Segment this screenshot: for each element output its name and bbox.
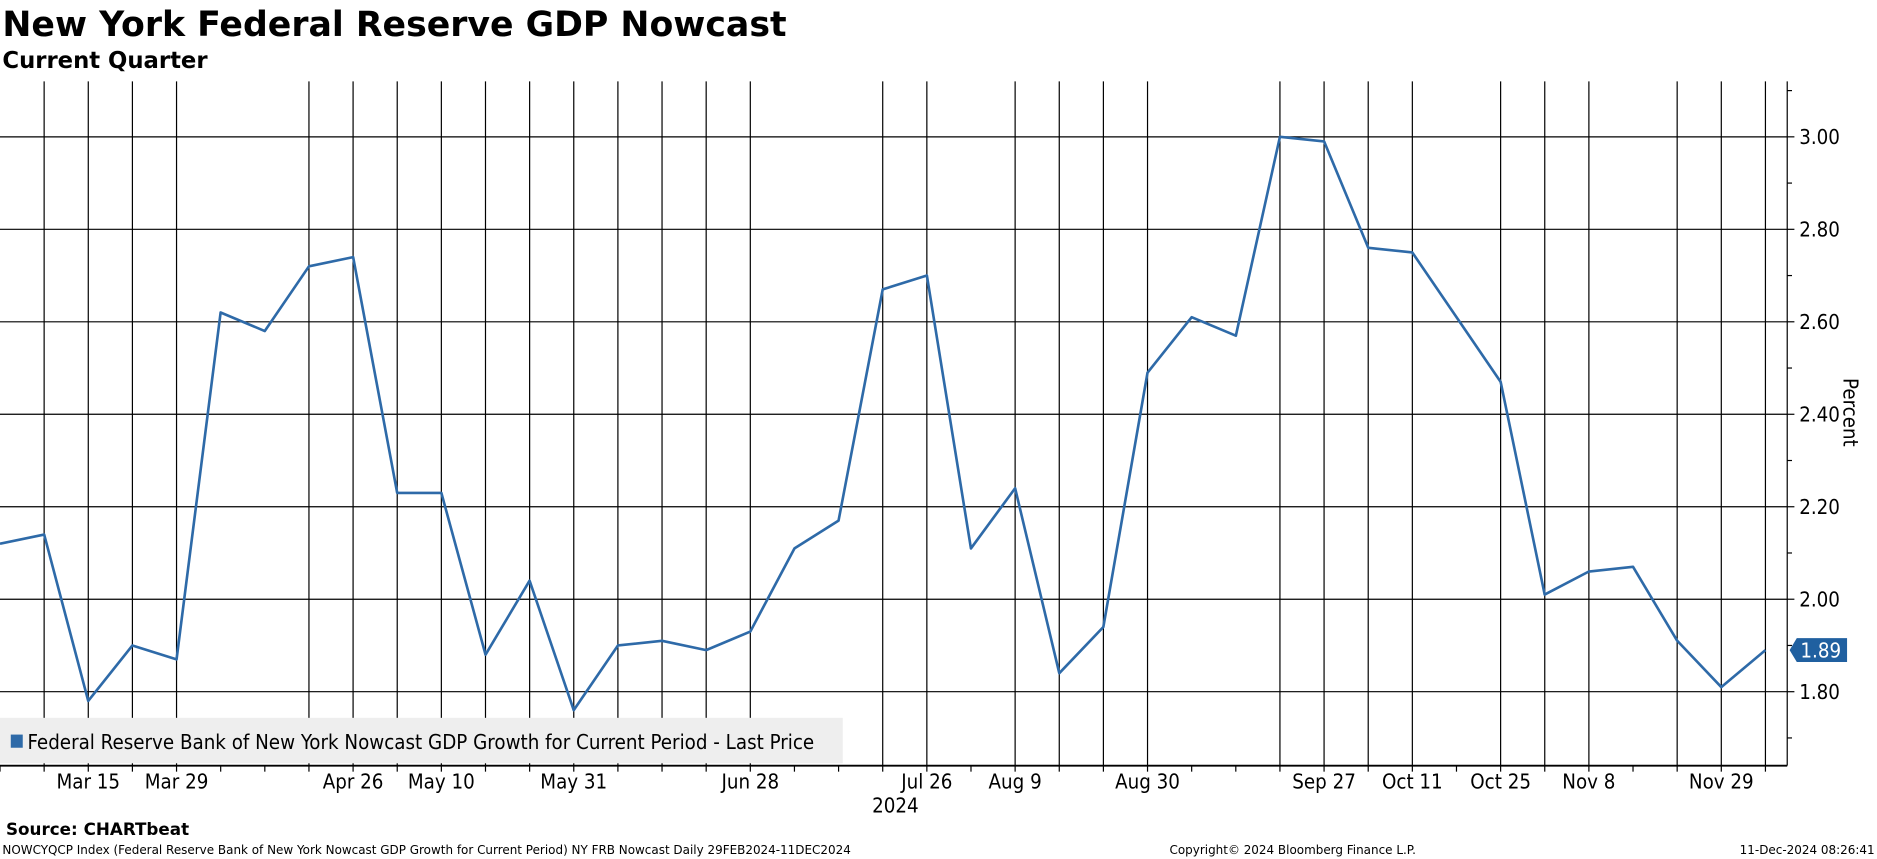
legend-label: Federal Reserve Bank of New York Nowcast… <box>28 730 815 754</box>
x-tick-label: May 10 <box>408 769 475 793</box>
y-tick-label: 3.00 <box>1799 125 1840 149</box>
x-tick-label: Nov 8 <box>1562 769 1615 793</box>
x-axis-year-label: 2024 <box>872 793 919 817</box>
x-tick-label: Oct 11 <box>1382 769 1443 793</box>
x-tick-label: Sep 27 <box>1292 769 1356 793</box>
x-tick-label: Jun 28 <box>720 769 779 793</box>
x-tick-label: May 31 <box>540 769 607 793</box>
x-tick-label: Nov 29 <box>1689 769 1754 793</box>
y-tick-label: 1.80 <box>1799 680 1840 704</box>
legend-background <box>0 717 843 764</box>
grid <box>0 81 1788 766</box>
y-tick-label: 2.40 <box>1799 402 1840 426</box>
x-tick-label: Jul 26 <box>900 769 952 793</box>
x-tick-label: Aug 30 <box>1115 769 1180 793</box>
plot-area <box>0 135 1767 712</box>
last-value-badge <box>1789 638 1848 663</box>
x-tick-label: Mar 15 <box>56 769 120 793</box>
x-tick-label: Mar 29 <box>145 769 209 793</box>
legend: Federal Reserve Bank of New York Nowcast… <box>0 717 843 764</box>
footer-timestamp: 11-Dec-2024 08:26:41 <box>1740 843 1875 857</box>
x-tick-label: Aug 9 <box>989 769 1042 793</box>
footer-copyright: Copyright© 2024 Bloomberg Finance L.P. <box>1170 843 1416 857</box>
chart-subtitle: Current Quarter <box>2 48 208 74</box>
y-axis-label: Percent <box>1838 378 1862 447</box>
y-tick-label: 2.20 <box>1799 495 1840 519</box>
axes: 1.80 2.00 2.20 2.40 2.60 2.80 3.00 Mar 15 Mar 29… <box>0 81 1848 793</box>
y-tick-label: 2.60 <box>1799 310 1840 334</box>
footer-description: NOWCYQCP Index (Federal Reserve Bank of … <box>2 843 850 857</box>
last-value-label: 1.89 <box>1800 638 1841 662</box>
x-tick-label: Apr 26 <box>323 769 384 793</box>
x-tick-label: Oct 25 <box>1470 769 1531 793</box>
y-tick-label: 2.80 <box>1799 218 1840 242</box>
legend-swatch <box>10 734 23 748</box>
source-label: Source: CHARTbeat <box>6 819 189 839</box>
chart-title: New York Federal Reserve GDP Nowcast <box>2 5 786 45</box>
y-tick-label: 2.00 <box>1799 587 1840 611</box>
